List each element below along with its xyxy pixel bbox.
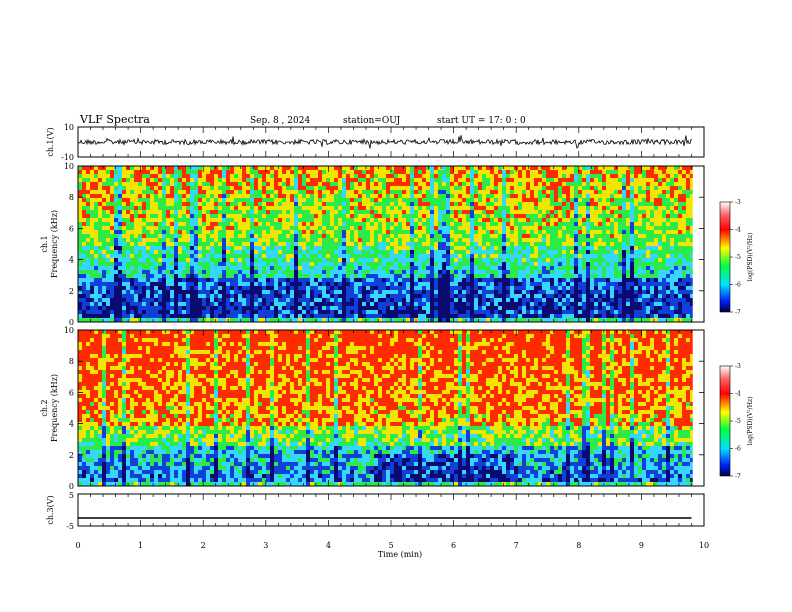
ch3-waveform-ylabel: ch.3(V) bbox=[46, 495, 55, 524]
ch1-spectrogram-ylabel-frequency: Frequency (kHz) bbox=[50, 210, 59, 278]
ch3-waveform-ytick-top: 5 bbox=[69, 491, 74, 500]
ch2-spectrogram-ytick-label: 10 bbox=[64, 326, 74, 335]
time-axis-label: Time (min) bbox=[378, 550, 422, 559]
ch1-waveform-ytick-bottom: -10 bbox=[61, 153, 74, 162]
time-axis-tick-label: 9 bbox=[639, 541, 644, 550]
ch1-spectrogram-panel: 0 2 4 6 8 10 ch.1 Frequency (kHz) bbox=[40, 162, 705, 327]
colorbar-tick-label: -7 bbox=[735, 309, 741, 316]
ch2-spectrogram-yticks: 0 2 4 6 8 10 bbox=[64, 326, 704, 491]
ch1-spectrogram-ytick-label: 2 bbox=[69, 287, 74, 296]
ch2-spectrogram-ytick-label: 0 bbox=[69, 482, 74, 491]
ch1-waveform-ytick-top: 10 bbox=[64, 123, 74, 132]
colorbar-tick-label: -4 bbox=[735, 391, 741, 398]
ch1-spectrogram-ylabel-channel: ch.1 bbox=[40, 235, 49, 252]
ch1-waveform-panel: 10 -10 ch.1(V) bbox=[46, 123, 705, 162]
time-axis-tick-label: 1 bbox=[138, 541, 143, 550]
ch1-waveform-ylabel: ch.1(V) bbox=[46, 127, 55, 156]
time-axis-tick-label: 4 bbox=[326, 541, 331, 550]
ch2-spectrogram-ytick-label: 2 bbox=[69, 451, 74, 460]
ch2-spectrogram-ylabel-frequency: Frequency (kHz) bbox=[50, 374, 59, 442]
ch2-spectrogram-ytick-label: 8 bbox=[69, 357, 74, 366]
ch1-waveform-trace bbox=[77, 135, 692, 149]
ch1-colorbar-gradient bbox=[719, 201, 731, 313]
ch1-spectrogram-yticks: 0 2 4 6 8 10 bbox=[64, 162, 704, 327]
colorbar-tick-label: -5 bbox=[735, 254, 741, 261]
ch1-colorbar: -3 -4 -5 -6 -7 log(PSD)(V²/Hz) bbox=[719, 199, 754, 316]
ch2-spectrogram-ylabel-channel: ch.2 bbox=[40, 399, 49, 416]
time-axis-tick-label: 7 bbox=[514, 541, 519, 550]
ch2-spectrogram-ytick-label: 6 bbox=[69, 388, 74, 397]
colorbar-tick-label: -5 bbox=[735, 418, 741, 425]
ch2-colorbar-ticks: -3 -4 -5 -6 -7 bbox=[730, 363, 741, 480]
ch2-colorbar-gradient bbox=[719, 365, 731, 477]
station-label: station=OUJ bbox=[343, 116, 401, 126]
time-axis-tick-label: 5 bbox=[388, 541, 393, 550]
ch3-waveform-panel: 5 -5 ch.3(V) bbox=[46, 491, 705, 531]
time-axis-tick-label: 3 bbox=[263, 541, 268, 550]
colorbar-tick-label: -7 bbox=[735, 473, 741, 480]
time-axis-tick-label: 2 bbox=[201, 541, 206, 550]
chart-title: VLF Spectra bbox=[79, 113, 150, 126]
ch1-spectrogram-ytick-label: 6 bbox=[69, 224, 74, 233]
ch2-colorbar: -3 -4 -5 -6 -7 log(PSD)(V²/Hz) bbox=[719, 363, 754, 480]
time-axis-tick-label: 0 bbox=[75, 541, 80, 550]
ch1-spectrogram-ytick-label: 8 bbox=[69, 193, 74, 202]
colorbar-tick-label: -3 bbox=[735, 363, 741, 370]
colorbar-tick-label: -6 bbox=[735, 282, 741, 289]
ch2-colorbar-label: log(PSD)(V²/Hz) bbox=[747, 397, 754, 446]
time-axis-ticks bbox=[77, 127, 705, 526]
start-time-label: start UT = 17: 0 : 0 bbox=[437, 116, 526, 126]
ch1-colorbar-ticks: -3 -4 -5 -6 -7 bbox=[730, 199, 741, 316]
ch2-spectrogram-ytick-label: 4 bbox=[69, 420, 74, 429]
ch2-spectrogram-panel: 0 2 4 6 8 10 ch.2 Frequency (kHz) bbox=[40, 326, 705, 491]
date-label: Sep. 8 , 2024 bbox=[250, 116, 310, 126]
time-axis-tick-label: 8 bbox=[576, 541, 581, 550]
ch2-spectrogram-heatmap bbox=[78, 330, 704, 486]
ch1-spectrogram-ytick-label: 0 bbox=[69, 318, 74, 327]
ch1-spectrogram-ytick-label: 4 bbox=[69, 256, 74, 265]
ch1-colorbar-label: log(PSD)(V²/Hz) bbox=[747, 233, 754, 282]
colorbar-tick-label: -3 bbox=[735, 199, 741, 206]
time-axis-tick-labels: 0 1 2 3 4 5 6 7 8 9 10 bbox=[75, 541, 709, 550]
time-axis-tick-label: 6 bbox=[451, 541, 456, 550]
ch3-waveform-ytick-bottom: -5 bbox=[66, 522, 74, 531]
ch1-spectrogram-heatmap bbox=[78, 166, 704, 322]
colorbar-tick-label: -4 bbox=[735, 227, 741, 234]
ch1-spectrogram-ytick-label: 10 bbox=[64, 162, 74, 171]
colorbar-tick-label: -6 bbox=[735, 446, 741, 453]
time-axis-tick-label: 10 bbox=[699, 541, 709, 550]
